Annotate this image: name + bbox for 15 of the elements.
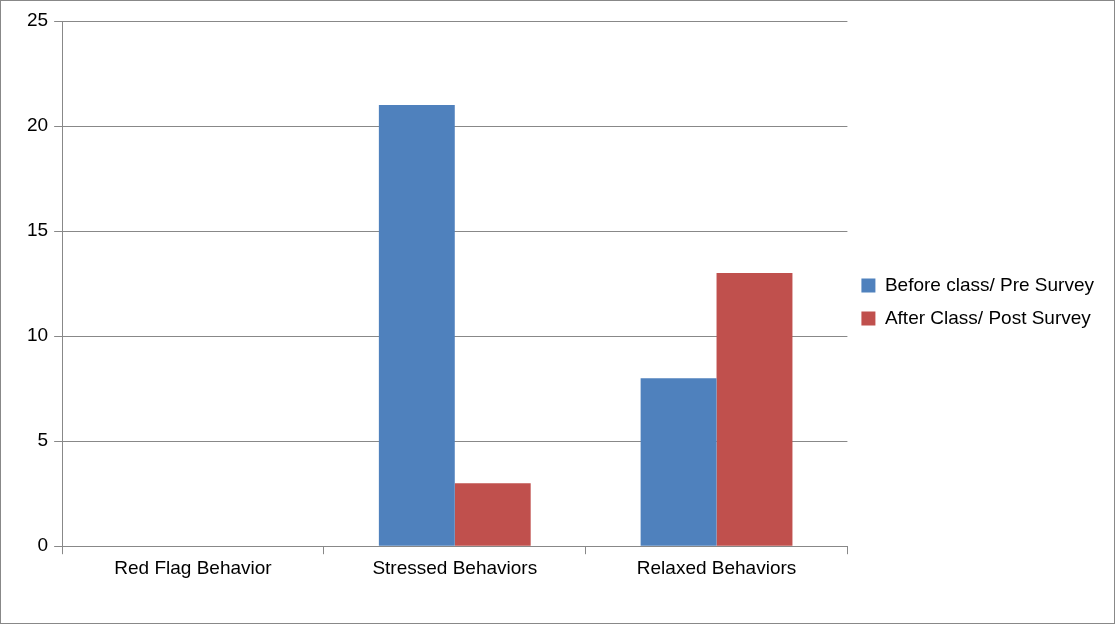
x-tick-label: Relaxed Behaviors <box>636 556 797 578</box>
y-tick-label: 0 <box>37 534 49 556</box>
bar <box>454 483 531 546</box>
bar <box>716 273 793 546</box>
bar <box>378 105 455 546</box>
y-tick-label: 5 <box>37 429 49 451</box>
y-tick-label: 10 <box>26 324 49 346</box>
legend-label: Before class/ Pre Survey <box>884 273 1095 295</box>
x-tick-label: Stressed Behaviors <box>372 556 538 578</box>
x-tick-label: Red Flag Behavior <box>114 556 273 578</box>
y-tick-label: 25 <box>26 9 49 31</box>
legend-label: After Class/ Post Survey <box>884 306 1092 328</box>
bar <box>640 378 717 546</box>
y-tick-label: 20 <box>26 114 49 136</box>
y-tick-label: 15 <box>26 219 49 241</box>
